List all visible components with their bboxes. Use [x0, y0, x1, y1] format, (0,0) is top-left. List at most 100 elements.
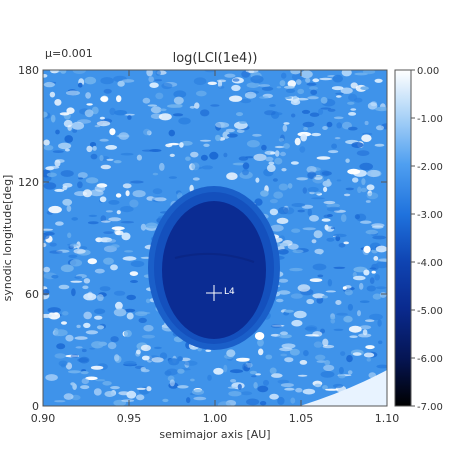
- speckle: [255, 177, 260, 183]
- speckle: [365, 319, 375, 323]
- colorbar: [394, 69, 412, 407]
- speckle: [261, 86, 274, 91]
- speckle: [217, 401, 231, 406]
- speckle: [107, 342, 117, 350]
- speckle: [254, 332, 265, 340]
- speckle: [254, 198, 263, 206]
- speckle: [315, 354, 326, 361]
- speckle: [158, 113, 172, 121]
- speckle: [110, 336, 119, 343]
- speckle: [54, 188, 65, 192]
- speckle: [124, 250, 134, 253]
- speckle: [291, 113, 296, 118]
- speckle: [223, 152, 228, 158]
- speckle: [51, 274, 59, 279]
- speckle: [253, 153, 267, 161]
- speckle: [94, 308, 106, 315]
- speckle: [317, 274, 324, 278]
- speckle: [143, 128, 151, 136]
- speckle: [281, 168, 287, 172]
- speckle: [43, 139, 50, 146]
- speckle: [96, 294, 104, 302]
- speckle: [324, 360, 331, 366]
- speckle: [45, 374, 58, 381]
- speckle: [371, 223, 385, 228]
- speckle: [122, 183, 132, 189]
- speckle: [100, 77, 114, 85]
- speckle: [318, 108, 324, 115]
- speckle: [71, 288, 76, 297]
- speckle: [224, 73, 236, 78]
- speckle: [360, 86, 369, 90]
- speckle: [278, 278, 289, 283]
- speckle: [263, 379, 269, 386]
- speckle: [369, 313, 383, 321]
- speckle: [126, 390, 137, 399]
- speckle: [99, 138, 109, 142]
- speckle: [110, 264, 118, 271]
- speckle: [189, 105, 196, 109]
- speckle: [297, 284, 311, 292]
- speckle: [231, 84, 241, 92]
- speckle: [125, 190, 130, 197]
- speckle: [312, 293, 326, 299]
- speckle: [160, 108, 167, 112]
- speckle: [84, 109, 94, 118]
- speckle: [348, 126, 358, 131]
- speckle: [132, 190, 146, 198]
- speckle: [312, 78, 320, 83]
- speckle: [60, 264, 74, 273]
- speckle: [353, 275, 366, 281]
- speckle: [110, 386, 120, 390]
- speckle: [295, 387, 303, 393]
- speckle: [75, 346, 83, 349]
- speckle: [152, 188, 163, 195]
- speckle: [327, 279, 333, 287]
- speckle: [345, 187, 354, 191]
- speckle: [145, 298, 151, 304]
- speckle: [338, 243, 346, 248]
- speckle: [316, 297, 324, 304]
- speckle: [52, 150, 64, 154]
- speckle: [194, 102, 200, 109]
- speckle: [192, 177, 200, 181]
- speckle: [264, 110, 276, 116]
- speckle: [43, 266, 51, 273]
- speckle: [336, 179, 342, 182]
- speckle: [330, 227, 335, 230]
- speckle: [331, 86, 344, 91]
- speckle: [74, 336, 88, 340]
- speckle: [129, 271, 139, 276]
- speckle: [191, 389, 205, 395]
- speckle: [151, 357, 164, 363]
- speckle: [314, 383, 322, 388]
- speckle: [152, 172, 159, 176]
- speckle: [312, 175, 325, 184]
- speckle: [100, 164, 112, 170]
- speckle: [96, 120, 111, 127]
- speckle: [67, 232, 72, 239]
- speckle: [264, 150, 276, 155]
- speckle: [113, 160, 122, 164]
- chart-title: log(LCI(1e4)): [173, 51, 258, 66]
- speckle: [347, 101, 355, 105]
- speckle: [366, 285, 376, 292]
- speckle: [260, 190, 269, 197]
- speckle: [43, 286, 48, 290]
- speckle: [207, 374, 212, 381]
- speckle: [270, 324, 282, 329]
- speckle: [333, 266, 346, 269]
- speckle: [70, 280, 83, 283]
- speckle: [376, 125, 384, 131]
- speckle: [117, 80, 125, 87]
- speckle: [278, 138, 285, 142]
- speckle: [90, 153, 98, 160]
- speckle: [290, 70, 301, 75]
- speckle: [359, 282, 364, 290]
- speckle: [360, 187, 367, 193]
- speckle: [168, 176, 177, 179]
- speckle: [100, 220, 111, 223]
- speckle: [136, 349, 141, 355]
- speckle: [213, 367, 224, 375]
- speckle: [246, 140, 260, 148]
